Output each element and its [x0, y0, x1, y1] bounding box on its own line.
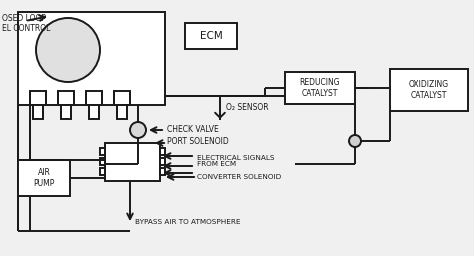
Text: PORT SOLENOID: PORT SOLENOID: [167, 136, 229, 145]
Bar: [160, 148, 165, 155]
Bar: [185, 23, 237, 49]
Bar: [160, 158, 165, 165]
Text: ECM: ECM: [200, 31, 222, 41]
Bar: [285, 72, 355, 104]
Bar: [114, 91, 130, 105]
Text: CHECK VALVE: CHECK VALVE: [167, 125, 219, 134]
Bar: [100, 168, 105, 175]
Text: OXIDIZING
CATALYST: OXIDIZING CATALYST: [409, 80, 449, 100]
Text: CONVERTER SOLENOID: CONVERTER SOLENOID: [197, 174, 281, 180]
Text: REDUCING
CATALYST: REDUCING CATALYST: [300, 78, 340, 98]
Bar: [30, 91, 46, 105]
Text: OSED LOOP
EL CONTROL: OSED LOOP EL CONTROL: [2, 14, 50, 33]
Bar: [33, 105, 43, 119]
Bar: [58, 91, 74, 105]
Bar: [89, 105, 99, 119]
Bar: [105, 143, 160, 181]
Text: BYPASS AIR TO ATMOSPHERE: BYPASS AIR TO ATMOSPHERE: [135, 219, 240, 225]
Circle shape: [349, 135, 361, 147]
Text: O₂ SENSOR: O₂ SENSOR: [226, 103, 269, 112]
Text: AIR
PUMP: AIR PUMP: [33, 168, 55, 188]
Text: ELECTRICAL SIGNALS
FROM ECM: ELECTRICAL SIGNALS FROM ECM: [197, 155, 274, 167]
Bar: [160, 168, 165, 175]
Circle shape: [36, 18, 100, 82]
Bar: [18, 160, 70, 196]
Bar: [18, 12, 165, 105]
Bar: [117, 105, 127, 119]
Bar: [100, 158, 105, 165]
Bar: [390, 69, 468, 111]
Bar: [100, 148, 105, 155]
Bar: [86, 91, 102, 105]
Bar: [61, 105, 71, 119]
Circle shape: [130, 122, 146, 138]
